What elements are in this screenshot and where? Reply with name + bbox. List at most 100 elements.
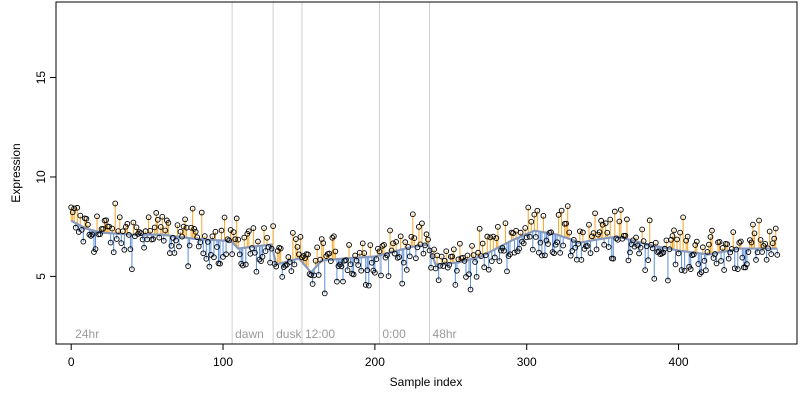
data-point: [464, 252, 471, 259]
data-point: [397, 233, 404, 240]
data-point: [569, 248, 576, 254]
data-point: [762, 240, 768, 247]
data-point: [745, 249, 752, 255]
data-point: [537, 239, 544, 246]
data-point: [470, 252, 477, 258]
data-point: [388, 247, 395, 254]
data-point: [212, 228, 219, 235]
data-point: [539, 252, 545, 259]
segment-separators: [231, 2, 431, 344]
data-point: [80, 238, 87, 245]
data-point: [171, 250, 178, 256]
data-point: [68, 204, 75, 211]
data-point: [113, 236, 120, 242]
data-point: [203, 255, 210, 262]
data-point: [666, 246, 673, 253]
y-axis: 5 10 15: [34, 71, 56, 280]
data-point: [314, 244, 321, 251]
data-point: [523, 234, 530, 241]
data-point: [309, 281, 316, 287]
data-point: [150, 236, 157, 242]
data-point: [198, 209, 205, 216]
data-point: [704, 249, 711, 255]
data-point: [124, 220, 131, 227]
data-point: [176, 243, 182, 250]
data-point: [627, 249, 633, 256]
data-point: [86, 231, 93, 238]
data-point: [502, 220, 509, 227]
data-point: [671, 227, 677, 234]
data-point: [160, 237, 167, 244]
data-point: [457, 240, 463, 247]
data-point: [522, 225, 529, 231]
data-point: [359, 240, 366, 247]
data-point: [513, 227, 519, 234]
data-point: [355, 262, 362, 268]
data-point: [188, 224, 194, 231]
segment-labels: 24hr dawn dusk 12:00 0:00 48hr: [75, 327, 456, 341]
data-point: [678, 267, 685, 273]
data-point: [466, 271, 472, 278]
data-point: [107, 239, 114, 246]
data-point: [121, 246, 128, 253]
segment-label: dawn: [235, 327, 264, 341]
data-point: [525, 204, 532, 211]
data-point: [646, 217, 653, 224]
data-point: [252, 249, 258, 256]
data-point: [485, 266, 492, 273]
data-point: [727, 249, 734, 256]
x-axis-label: Sample index: [390, 375, 463, 389]
data-point: [177, 228, 184, 235]
data-point: [484, 233, 491, 240]
data-point: [327, 258, 334, 264]
data-point: [630, 237, 636, 244]
data-point: [317, 256, 324, 263]
data-point: [757, 237, 764, 243]
data-point: [554, 239, 560, 246]
data-point: [185, 263, 191, 270]
data-point: [649, 245, 656, 252]
data-point: [543, 237, 550, 244]
data-point: [83, 215, 90, 222]
x-tick-label: 100: [213, 355, 233, 369]
data-point: [191, 226, 198, 232]
data-point: [406, 253, 413, 260]
data-point: [707, 234, 714, 240]
data-point: [572, 244, 579, 251]
data-point: [192, 228, 199, 235]
data-point: [77, 212, 84, 219]
data-point: [305, 251, 311, 258]
data-point: [393, 239, 399, 245]
data-point: [446, 262, 453, 268]
data-point: [92, 246, 99, 252]
data-point: [236, 251, 243, 258]
data-point: [487, 234, 494, 241]
data-point: [179, 233, 185, 240]
data-point: [534, 207, 541, 214]
data-point: [690, 251, 697, 258]
plot-frame: [55, 1, 798, 345]
data-point: [675, 250, 682, 257]
data-point: [211, 254, 217, 261]
data-point: [449, 253, 456, 260]
data-point: [637, 244, 644, 251]
data-point: [384, 252, 390, 259]
data-point: [379, 243, 386, 249]
data-point: [119, 228, 126, 235]
data-point: [701, 257, 708, 264]
data-point: [563, 220, 570, 227]
data-point: [162, 227, 169, 234]
data-point: [575, 240, 582, 247]
data-point: [122, 223, 129, 230]
data-point: [511, 249, 518, 256]
data-point: [622, 232, 629, 239]
data-point: [542, 252, 548, 259]
data-point: [294, 244, 301, 250]
data-point: [400, 259, 407, 266]
data-point: [226, 237, 232, 244]
segment-label: 48hr: [433, 327, 457, 341]
data-point: [716, 239, 723, 245]
data-point: [577, 228, 583, 235]
data-point: [218, 227, 225, 234]
data-point: [529, 246, 536, 253]
